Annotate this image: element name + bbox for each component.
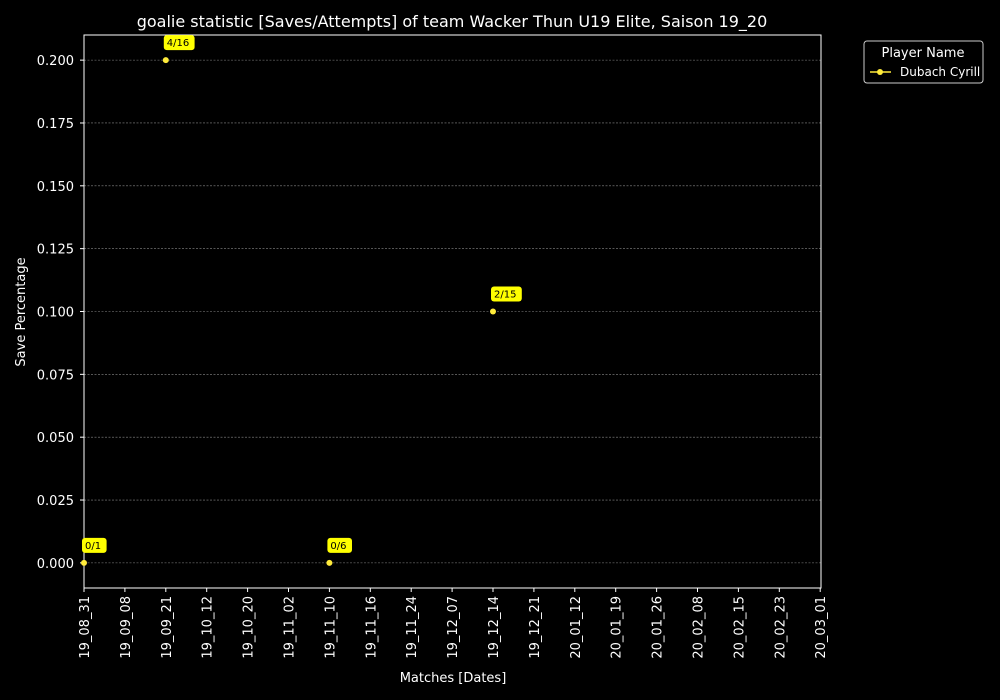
y-tick-label: 0.025: [37, 494, 74, 509]
data-label: 4/16: [167, 38, 189, 49]
x-tick-label: 20_02_23: [773, 596, 788, 659]
y-tick-label: 0.150: [37, 180, 74, 195]
data-label: 2/15: [494, 290, 516, 301]
legend: Player Name Dubach Cyrill: [863, 40, 984, 84]
data-label: 0/6: [330, 541, 346, 552]
x-tick-label: 19_10_12: [201, 596, 216, 659]
y-tick-label: 0.100: [37, 306, 74, 321]
x-tick-label: 20_02_08: [692, 596, 707, 659]
y-tick-label: 0.000: [37, 557, 74, 572]
x-tick-label: 19_09_08: [119, 596, 134, 659]
x-tick-label: 19_11_02: [283, 596, 298, 659]
x-axis: 19_08_31 19_09_08 19_09_21 19_10_12 19_10_20…: [78, 588, 829, 659]
x-axis-title: Matches [Dates]: [400, 671, 507, 686]
x-tick-label: 20_02_15: [732, 596, 747, 659]
x-tick-label: 20_01_12: [569, 596, 584, 659]
data-point: [162, 57, 169, 64]
legend-entry: Dubach Cyrill: [900, 65, 980, 79]
chart-title: goalie statistic [Saves/Attempts] of tea…: [137, 12, 768, 32]
y-axis: 0.000 0.025 0.050 0.075 0.100 0.125 0.150 0.175…: [37, 54, 84, 572]
data-label-box: [327, 537, 352, 553]
x-tick-label: 19_11_16: [364, 596, 379, 659]
x-tick-label: 19_10_20: [242, 596, 257, 659]
data-point: [326, 559, 333, 566]
legend-title: Player Name: [882, 46, 965, 61]
y-tick-label: 0.075: [37, 368, 74, 383]
y-tick-label: 0.050: [37, 431, 74, 446]
data-label: 0/1: [85, 541, 101, 552]
data-label-box: [82, 537, 107, 553]
y-axis-title: Save Percentage: [14, 257, 29, 366]
data-point: [490, 308, 496, 315]
legend-box: [863, 40, 984, 84]
x-tick-label: 20_01_26: [651, 596, 666, 659]
y-tick-label: 0.200: [37, 54, 74, 69]
x-tick-label: 19_09_21: [160, 596, 175, 659]
x-tick-label: 19_12_07: [446, 596, 461, 659]
x-tick-label: 19_08_31: [78, 596, 93, 659]
y-tick-label: 0.175: [37, 117, 74, 132]
x-tick-label: 20_01_19: [610, 596, 625, 659]
x-tick-label: 19_12_21: [528, 596, 543, 659]
y-tick-label: 0.125: [37, 243, 74, 258]
x-tick-label: 20_03_01: [814, 596, 829, 659]
data-point: [81, 559, 87, 566]
legend-marker: [877, 69, 883, 75]
data-label-box: [163, 35, 195, 51]
series-dubach-cyrill: 0/1 4/16 0/6 2/15: [81, 35, 522, 566]
x-tick-label: 19_11_24: [405, 596, 420, 659]
grid: [84, 59, 821, 564]
x-tick-label: 19_11_10: [323, 596, 338, 659]
x-tick-label: 19_12_14: [487, 596, 502, 659]
data-label-box: [491, 286, 522, 302]
